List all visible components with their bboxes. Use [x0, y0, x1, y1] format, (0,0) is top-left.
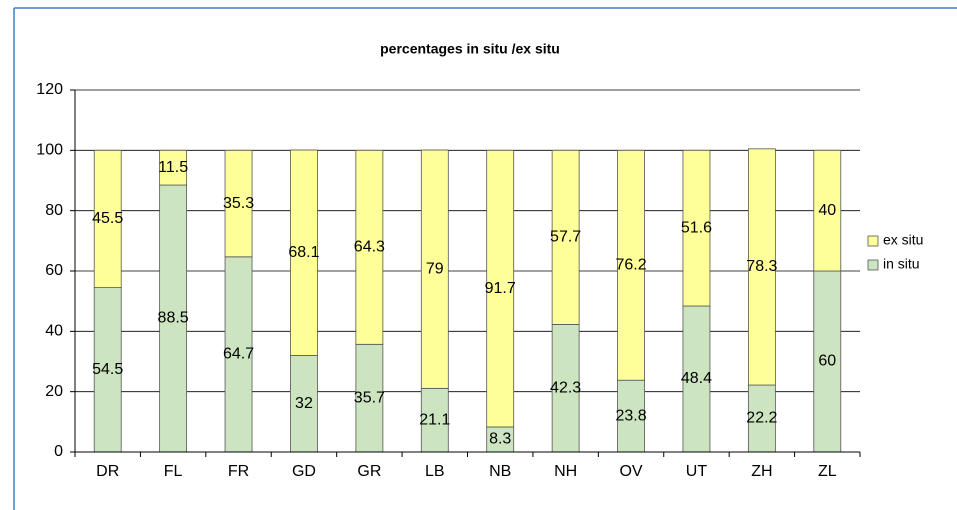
bar-segment	[486, 426, 515, 453]
y-tick-label: 40	[45, 323, 63, 340]
data-label: 91.7	[485, 280, 516, 297]
data-label: 88.5	[158, 310, 189, 327]
data-label: 11.5	[158, 159, 188, 176]
data-label: 76.2	[615, 256, 646, 273]
x-tick-label: ZL	[818, 463, 837, 480]
y-tick-label: 100	[36, 142, 63, 159]
data-label: 60	[818, 353, 836, 370]
data-label: 51.6	[681, 219, 712, 236]
bar-segment	[224, 256, 253, 453]
x-tick-label: ZH	[751, 463, 772, 480]
legend-swatch	[867, 235, 879, 247]
y-tick-label: 80	[45, 202, 63, 219]
bar-segment	[682, 305, 711, 453]
data-label: 79	[426, 260, 444, 277]
bar-segment	[159, 184, 188, 453]
data-label: 48.4	[681, 370, 712, 387]
bar-segment	[486, 149, 515, 428]
data-label: 68.1	[288, 244, 319, 261]
x-tick-label: GR	[357, 463, 381, 480]
bar-segment	[747, 384, 776, 453]
bar-segment	[420, 387, 449, 453]
data-label: 23.8	[615, 407, 646, 424]
data-label: 35.3	[223, 195, 254, 212]
legend-label: in situ	[883, 256, 920, 272]
chart-title: percentages in situ /ex situ	[380, 41, 560, 57]
bar-segment	[93, 149, 122, 288]
x-tick-label: UT	[686, 463, 708, 480]
bar-segment	[290, 149, 318, 356]
bar-segment	[682, 149, 711, 307]
data-label: 8.3	[489, 431, 511, 448]
x-tick-label: DR	[96, 463, 119, 480]
data-label: 45.5	[92, 210, 123, 227]
data-label: 40	[818, 202, 836, 219]
data-label: 22.2	[746, 410, 777, 427]
bar-segment	[224, 149, 253, 258]
data-label: 32	[295, 395, 313, 412]
bar-segment	[355, 149, 384, 345]
bar-segment	[747, 148, 776, 386]
x-tick-label: OV	[619, 463, 642, 480]
x-tick-label: LB	[425, 463, 445, 480]
data-label: 21.1	[419, 411, 450, 428]
bar-segment	[420, 149, 449, 389]
data-label: 54.5	[92, 361, 123, 378]
legend-swatch	[867, 259, 879, 271]
y-tick-label: 120	[36, 81, 63, 98]
data-label: 64.7	[223, 346, 254, 363]
bar-segment	[93, 287, 122, 453]
y-tick-label: 0	[54, 443, 63, 460]
bar-segment	[551, 149, 580, 325]
x-tick-label: GD	[292, 463, 316, 480]
data-label: 78.3	[746, 258, 777, 275]
x-tick-label: NH	[554, 463, 577, 480]
bar-segment	[355, 343, 384, 453]
data-label: 64.3	[354, 239, 385, 256]
bar-segment	[813, 149, 842, 272]
data-label: 57.7	[550, 229, 581, 246]
x-tick-label: FL	[164, 463, 183, 480]
legend-label: ex situ	[883, 232, 923, 248]
data-label: 35.7	[354, 389, 385, 406]
bar-segment	[159, 149, 188, 186]
y-tick-label: 60	[45, 262, 63, 279]
x-tick-label: FR	[228, 463, 249, 480]
y-tick-label: 20	[45, 383, 63, 400]
x-tick-label: NB	[489, 463, 511, 480]
data-label: 42.3	[550, 379, 581, 396]
bar-segment	[617, 149, 645, 381]
